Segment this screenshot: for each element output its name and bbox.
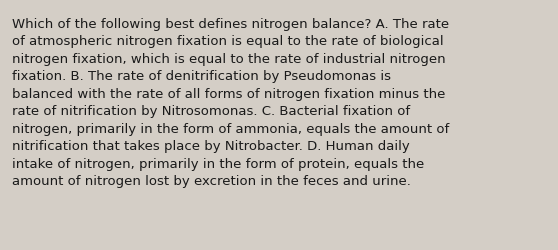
Text: Which of the following best defines nitrogen balance? A. The rate
of atmospheric: Which of the following best defines nitr…	[12, 18, 450, 187]
